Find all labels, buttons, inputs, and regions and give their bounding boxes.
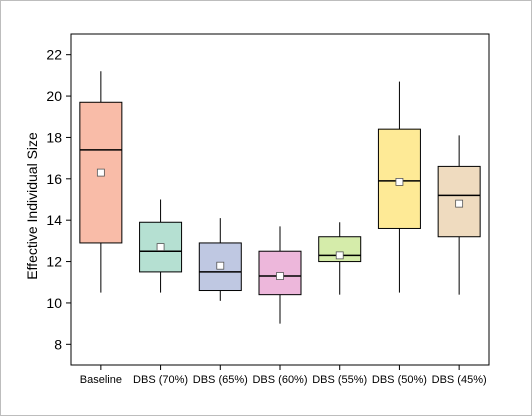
y-tick-label: 8 [54,336,62,352]
y-axis-title: Effective Individual Size [24,132,40,280]
axes [66,33,490,370]
x-tick-label: DBS (45%) [432,374,487,386]
y-tick-label: 22 [46,47,62,63]
mean-marker [96,168,105,177]
box-4 [258,226,302,324]
y-tick-label: 18 [46,129,62,145]
x-tick-label: DBS (60%) [252,374,307,386]
y-tick-label: 16 [46,171,62,187]
mean-marker [276,272,284,280]
x-tick-label: DBS (65%) [193,374,248,386]
mean-marker [395,178,404,186]
x-tick-label: DBS (50%) [372,374,427,386]
x-tick-label: DBS (70%) [133,374,188,386]
mean-marker [216,261,225,270]
mean-marker [335,251,344,260]
box-2 [139,199,183,293]
boxes [79,71,481,324]
y-tick-label: 20 [46,88,62,104]
box-6 [377,81,421,293]
box-5 [318,222,362,295]
x-tick-label: Baseline [80,374,122,386]
mean-marker [455,199,464,208]
x-tick-label: DBS (55%) [312,374,367,386]
y-tick-label: 10 [46,295,62,311]
y-tick-label: 12 [46,254,62,270]
mean-marker [156,243,165,251]
box-3 [198,218,242,301]
y-tick-label: 14 [46,212,62,228]
box-7 [437,135,481,295]
labels: 8 10 12 14 16 18 20 22 Baseline DBS (70%) DBS (65%… [46,47,486,386]
box-1 [79,71,123,293]
